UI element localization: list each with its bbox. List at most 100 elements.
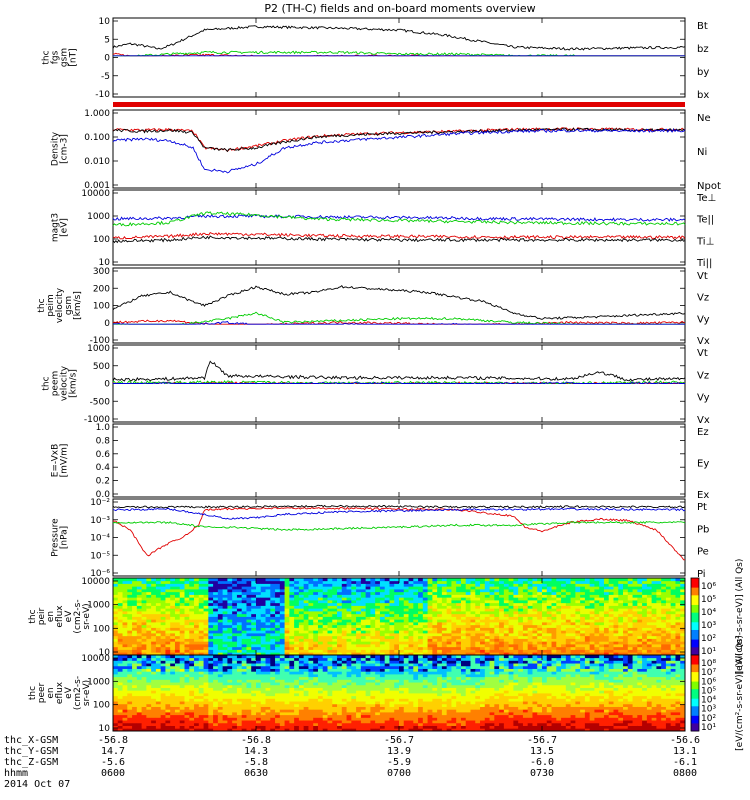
heatmap-cell	[113, 676, 119, 680]
heatmap-cell	[441, 605, 448, 609]
heatmap-cell	[313, 657, 319, 661]
heatmap-cell	[670, 630, 676, 634]
heatmap-cell	[584, 633, 591, 637]
heatmap-cell	[251, 613, 257, 617]
heatmap-cell	[198, 633, 204, 637]
heatmap-cell	[127, 674, 133, 678]
heatmap-cell	[270, 693, 276, 697]
heatmap-cell	[317, 586, 324, 590]
heatmap-cell	[308, 712, 314, 716]
heatmap-cell	[465, 594, 471, 598]
heatmap-cell	[117, 720, 123, 724]
colorbar-segment	[691, 618, 699, 621]
heatmap-cell	[160, 646, 166, 650]
heatmap-cell	[370, 624, 376, 628]
heatmap-cell	[275, 608, 281, 612]
heatmap-cell	[494, 613, 500, 617]
heatmap-cell	[603, 602, 610, 606]
heatmap-cell	[603, 622, 610, 626]
heatmap-cell	[203, 714, 209, 718]
heatmap-cell	[632, 641, 638, 645]
heatmap-cell	[117, 611, 123, 615]
heatmap-cell	[513, 580, 519, 584]
heatmap-cell	[651, 586, 657, 590]
heatmap-cell	[332, 633, 338, 637]
heatmap-cell	[179, 578, 185, 582]
heatmap-cell	[532, 586, 538, 590]
heatmap-cell	[222, 712, 228, 716]
heatmap-cell	[308, 728, 314, 732]
heatmap-cell	[422, 589, 428, 593]
heatmap-cell	[494, 638, 500, 642]
heatmap-cell	[151, 668, 157, 672]
heatmap-cell	[165, 600, 171, 604]
heatmap-cell	[260, 580, 266, 584]
heatmap-cell	[260, 586, 266, 590]
heatmap-cell	[589, 644, 595, 648]
heatmap-cell	[346, 641, 352, 645]
heatmap-cell	[236, 706, 243, 710]
heatmap-cell	[194, 693, 200, 697]
heatmap-cell	[637, 586, 643, 590]
heatmap-cell	[346, 602, 352, 606]
heatmap-cell	[122, 583, 128, 587]
heatmap-cell	[332, 641, 338, 645]
heatmap-cell	[441, 602, 448, 606]
heatmap-cell	[522, 611, 529, 615]
heatmap-cell	[155, 591, 162, 595]
heatmap-cell	[341, 644, 347, 648]
heatmap-cell	[570, 630, 576, 634]
heatmap-cell	[456, 627, 462, 631]
heatmap-cell	[298, 674, 305, 678]
heatmap-cell	[303, 589, 309, 593]
heatmap-cell	[132, 649, 138, 653]
heatmap-cell	[232, 633, 238, 637]
heatmap-cell	[298, 600, 305, 604]
heatmap-cell	[413, 624, 419, 628]
heatmap-cell	[294, 616, 300, 620]
heatmap-cell	[627, 600, 633, 604]
heatmap-cell	[427, 616, 433, 620]
heatmap-cell	[303, 695, 309, 699]
heatmap-cell	[680, 624, 686, 628]
heatmap-cell	[217, 580, 224, 584]
heatmap-cell	[365, 624, 371, 628]
heatmap-cell	[584, 611, 591, 615]
heatmap-cell	[422, 635, 428, 639]
heatmap-cell	[155, 728, 162, 732]
heatmap-cell	[222, 717, 228, 721]
heatmap-cell	[222, 728, 228, 732]
heatmap-cell	[232, 580, 238, 584]
heatmap-cell	[241, 627, 247, 631]
heatmap-cell	[236, 611, 243, 615]
heatmap-cell	[265, 668, 271, 672]
heatmap-cell	[351, 611, 357, 615]
heatmap-cell	[179, 602, 185, 606]
heatmap-cell	[527, 608, 533, 612]
heatmap-cell	[570, 586, 576, 590]
heatmap-cell	[260, 619, 266, 623]
heatmap-cell	[184, 605, 190, 609]
heatmap-cell	[170, 671, 176, 675]
heatmap-cell	[208, 616, 214, 620]
heatmap-cell	[198, 594, 204, 598]
heatmap-cell	[470, 578, 476, 582]
heatmap-cell	[227, 613, 233, 617]
heatmap-cell	[174, 591, 181, 595]
heatmap-cell	[313, 583, 319, 587]
heatmap-cell	[146, 611, 152, 615]
heatmap-cell	[279, 613, 285, 617]
heatmap-cell	[136, 668, 142, 672]
heatmap-cell	[127, 594, 133, 598]
series-Vt	[112, 360, 686, 382]
heatmap-cell	[251, 693, 257, 697]
heatmap-cell	[422, 646, 428, 650]
heatmap-cell	[222, 706, 228, 710]
heatmap-cell	[122, 578, 128, 582]
heatmap-cell	[670, 633, 676, 637]
heatmap-cell	[470, 600, 476, 604]
heatmap-cell	[184, 722, 190, 726]
heatmap-cell	[370, 616, 376, 620]
colorbar-segment	[691, 591, 699, 594]
